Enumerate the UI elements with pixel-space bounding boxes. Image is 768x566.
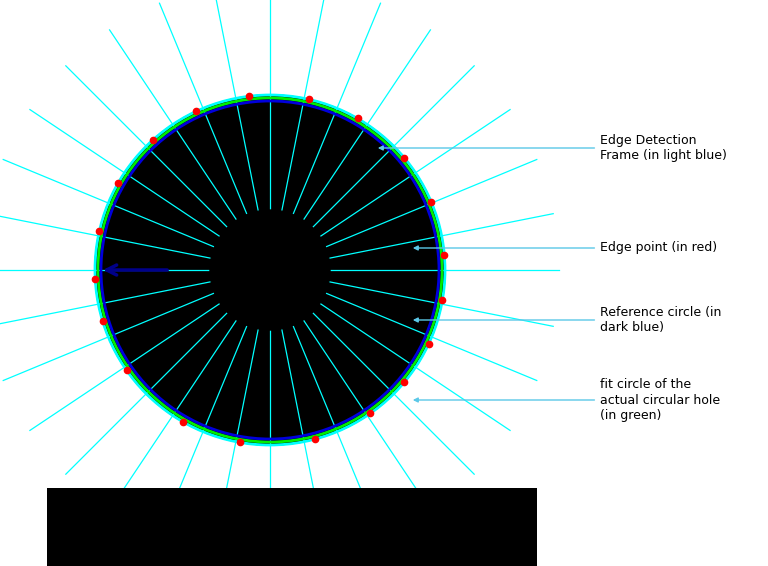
Circle shape [95,95,445,445]
Circle shape [210,210,330,330]
Text: Reference circle (in
dark blue): Reference circle (in dark blue) [414,306,721,334]
Text: Edge point (in red): Edge point (in red) [414,242,717,255]
Text: Edge Detection
Frame (in light blue): Edge Detection Frame (in light blue) [379,134,727,162]
Bar [47,488,537,566]
Text: fit circle of the
actual circular hole
(in green): fit circle of the actual circular hole (… [414,379,720,422]
